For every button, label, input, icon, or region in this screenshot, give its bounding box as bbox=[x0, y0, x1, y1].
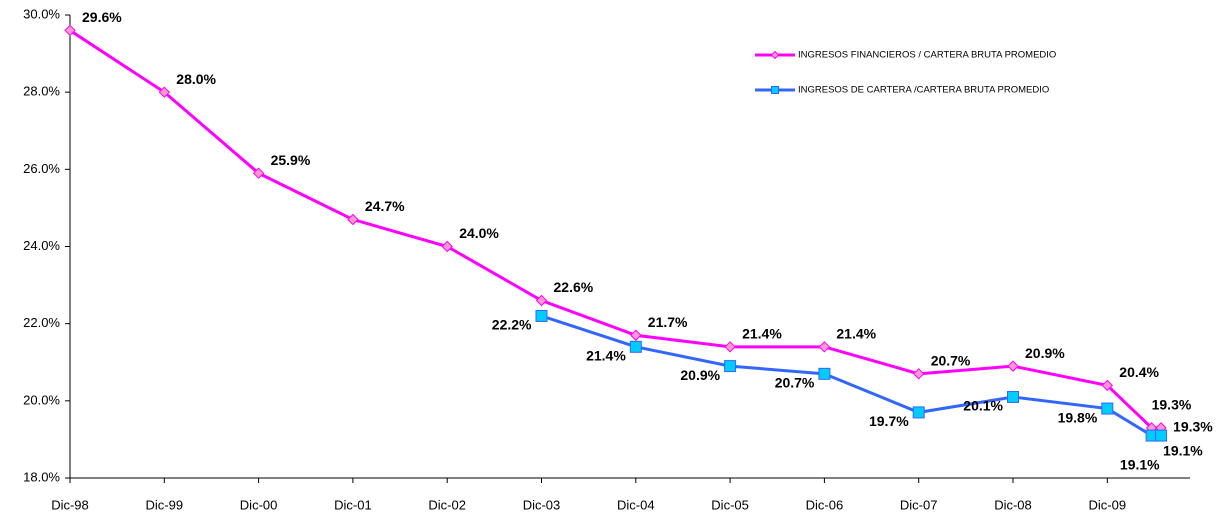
x-tick-label: Dic-04 bbox=[617, 497, 655, 512]
marker bbox=[535, 294, 548, 307]
marker bbox=[64, 24, 76, 37]
y-tick-label: 28.0% bbox=[23, 84, 60, 99]
data-label: 20.1% bbox=[963, 398, 1003, 414]
legend-label: INGRESOS DE CARTERA /CARTERA BRUTA PROME… bbox=[798, 85, 1049, 96]
x-tick-label: Dic-98 bbox=[51, 497, 89, 512]
y-tick-label: 20.0% bbox=[23, 392, 60, 407]
legend-marker bbox=[770, 50, 780, 60]
data-label: 25.9% bbox=[271, 152, 311, 168]
marker bbox=[1007, 360, 1019, 372]
data-label: 21.4% bbox=[836, 326, 876, 342]
data-label: 20.7% bbox=[931, 353, 971, 369]
marker bbox=[629, 340, 642, 353]
marker bbox=[1007, 390, 1019, 403]
marker bbox=[252, 167, 265, 179]
x-tick-label: Dic-99 bbox=[146, 497, 184, 512]
data-label: 19.1% bbox=[1120, 456, 1160, 472]
marker bbox=[818, 341, 831, 353]
data-label: 20.9% bbox=[1025, 345, 1065, 361]
y-tick-label: 22.0% bbox=[23, 315, 60, 330]
y-tick-label: 24.0% bbox=[23, 238, 60, 253]
data-label: 20.4% bbox=[1119, 364, 1159, 380]
x-tick-label: Dic-07 bbox=[900, 497, 938, 512]
data-label: 24.7% bbox=[365, 198, 405, 214]
marker bbox=[912, 368, 925, 380]
data-label: 19.1% bbox=[1163, 442, 1203, 458]
data-label: 21.4% bbox=[742, 326, 782, 342]
marker bbox=[347, 213, 359, 226]
data-label: 28.0% bbox=[176, 71, 216, 87]
data-label: 21.4% bbox=[586, 348, 626, 364]
marker bbox=[1101, 379, 1114, 392]
data-label: 19.8% bbox=[1058, 409, 1098, 425]
x-tick-label: Dic-00 bbox=[240, 497, 278, 512]
x-tick-label: Dic-02 bbox=[428, 497, 466, 512]
data-label: 24.0% bbox=[459, 225, 499, 241]
data-label: 21.7% bbox=[648, 314, 688, 330]
data-label: 20.7% bbox=[775, 375, 815, 391]
marker bbox=[724, 360, 737, 373]
data-label: 19.3% bbox=[1152, 397, 1192, 413]
data-label: 22.6% bbox=[554, 279, 594, 295]
data-label: 19.3% bbox=[1173, 419, 1213, 435]
marker bbox=[1155, 429, 1168, 442]
marker bbox=[158, 86, 171, 98]
marker bbox=[1101, 402, 1114, 415]
y-tick-label: 26.0% bbox=[23, 161, 60, 176]
x-tick-label: Dic-06 bbox=[806, 497, 844, 512]
y-tick-label: 18.0% bbox=[23, 469, 60, 484]
series-line bbox=[69, 29, 1162, 430]
data-label: 20.9% bbox=[680, 367, 720, 383]
marker bbox=[818, 367, 831, 380]
x-tick-label: Dic-09 bbox=[1089, 497, 1127, 512]
marker bbox=[630, 329, 642, 341]
y-tick-label: 30.0% bbox=[23, 6, 60, 21]
x-tick-label: Dic-03 bbox=[523, 497, 561, 512]
data-label: 19.7% bbox=[869, 413, 909, 429]
x-tick-label: Dic-05 bbox=[711, 497, 749, 512]
x-tick-label: Dic-01 bbox=[334, 497, 372, 512]
marker bbox=[724, 341, 736, 353]
legend-marker bbox=[771, 86, 779, 94]
data-label: 29.6% bbox=[82, 9, 122, 25]
marker bbox=[535, 309, 548, 322]
x-tick-label: Dic-08 bbox=[994, 497, 1032, 512]
legend-label: INGRESOS FINANCIEROS / CARTERA BRUTA PRO… bbox=[798, 50, 1056, 61]
marker bbox=[441, 240, 453, 253]
data-label: 22.2% bbox=[492, 317, 532, 333]
marker bbox=[912, 406, 925, 419]
